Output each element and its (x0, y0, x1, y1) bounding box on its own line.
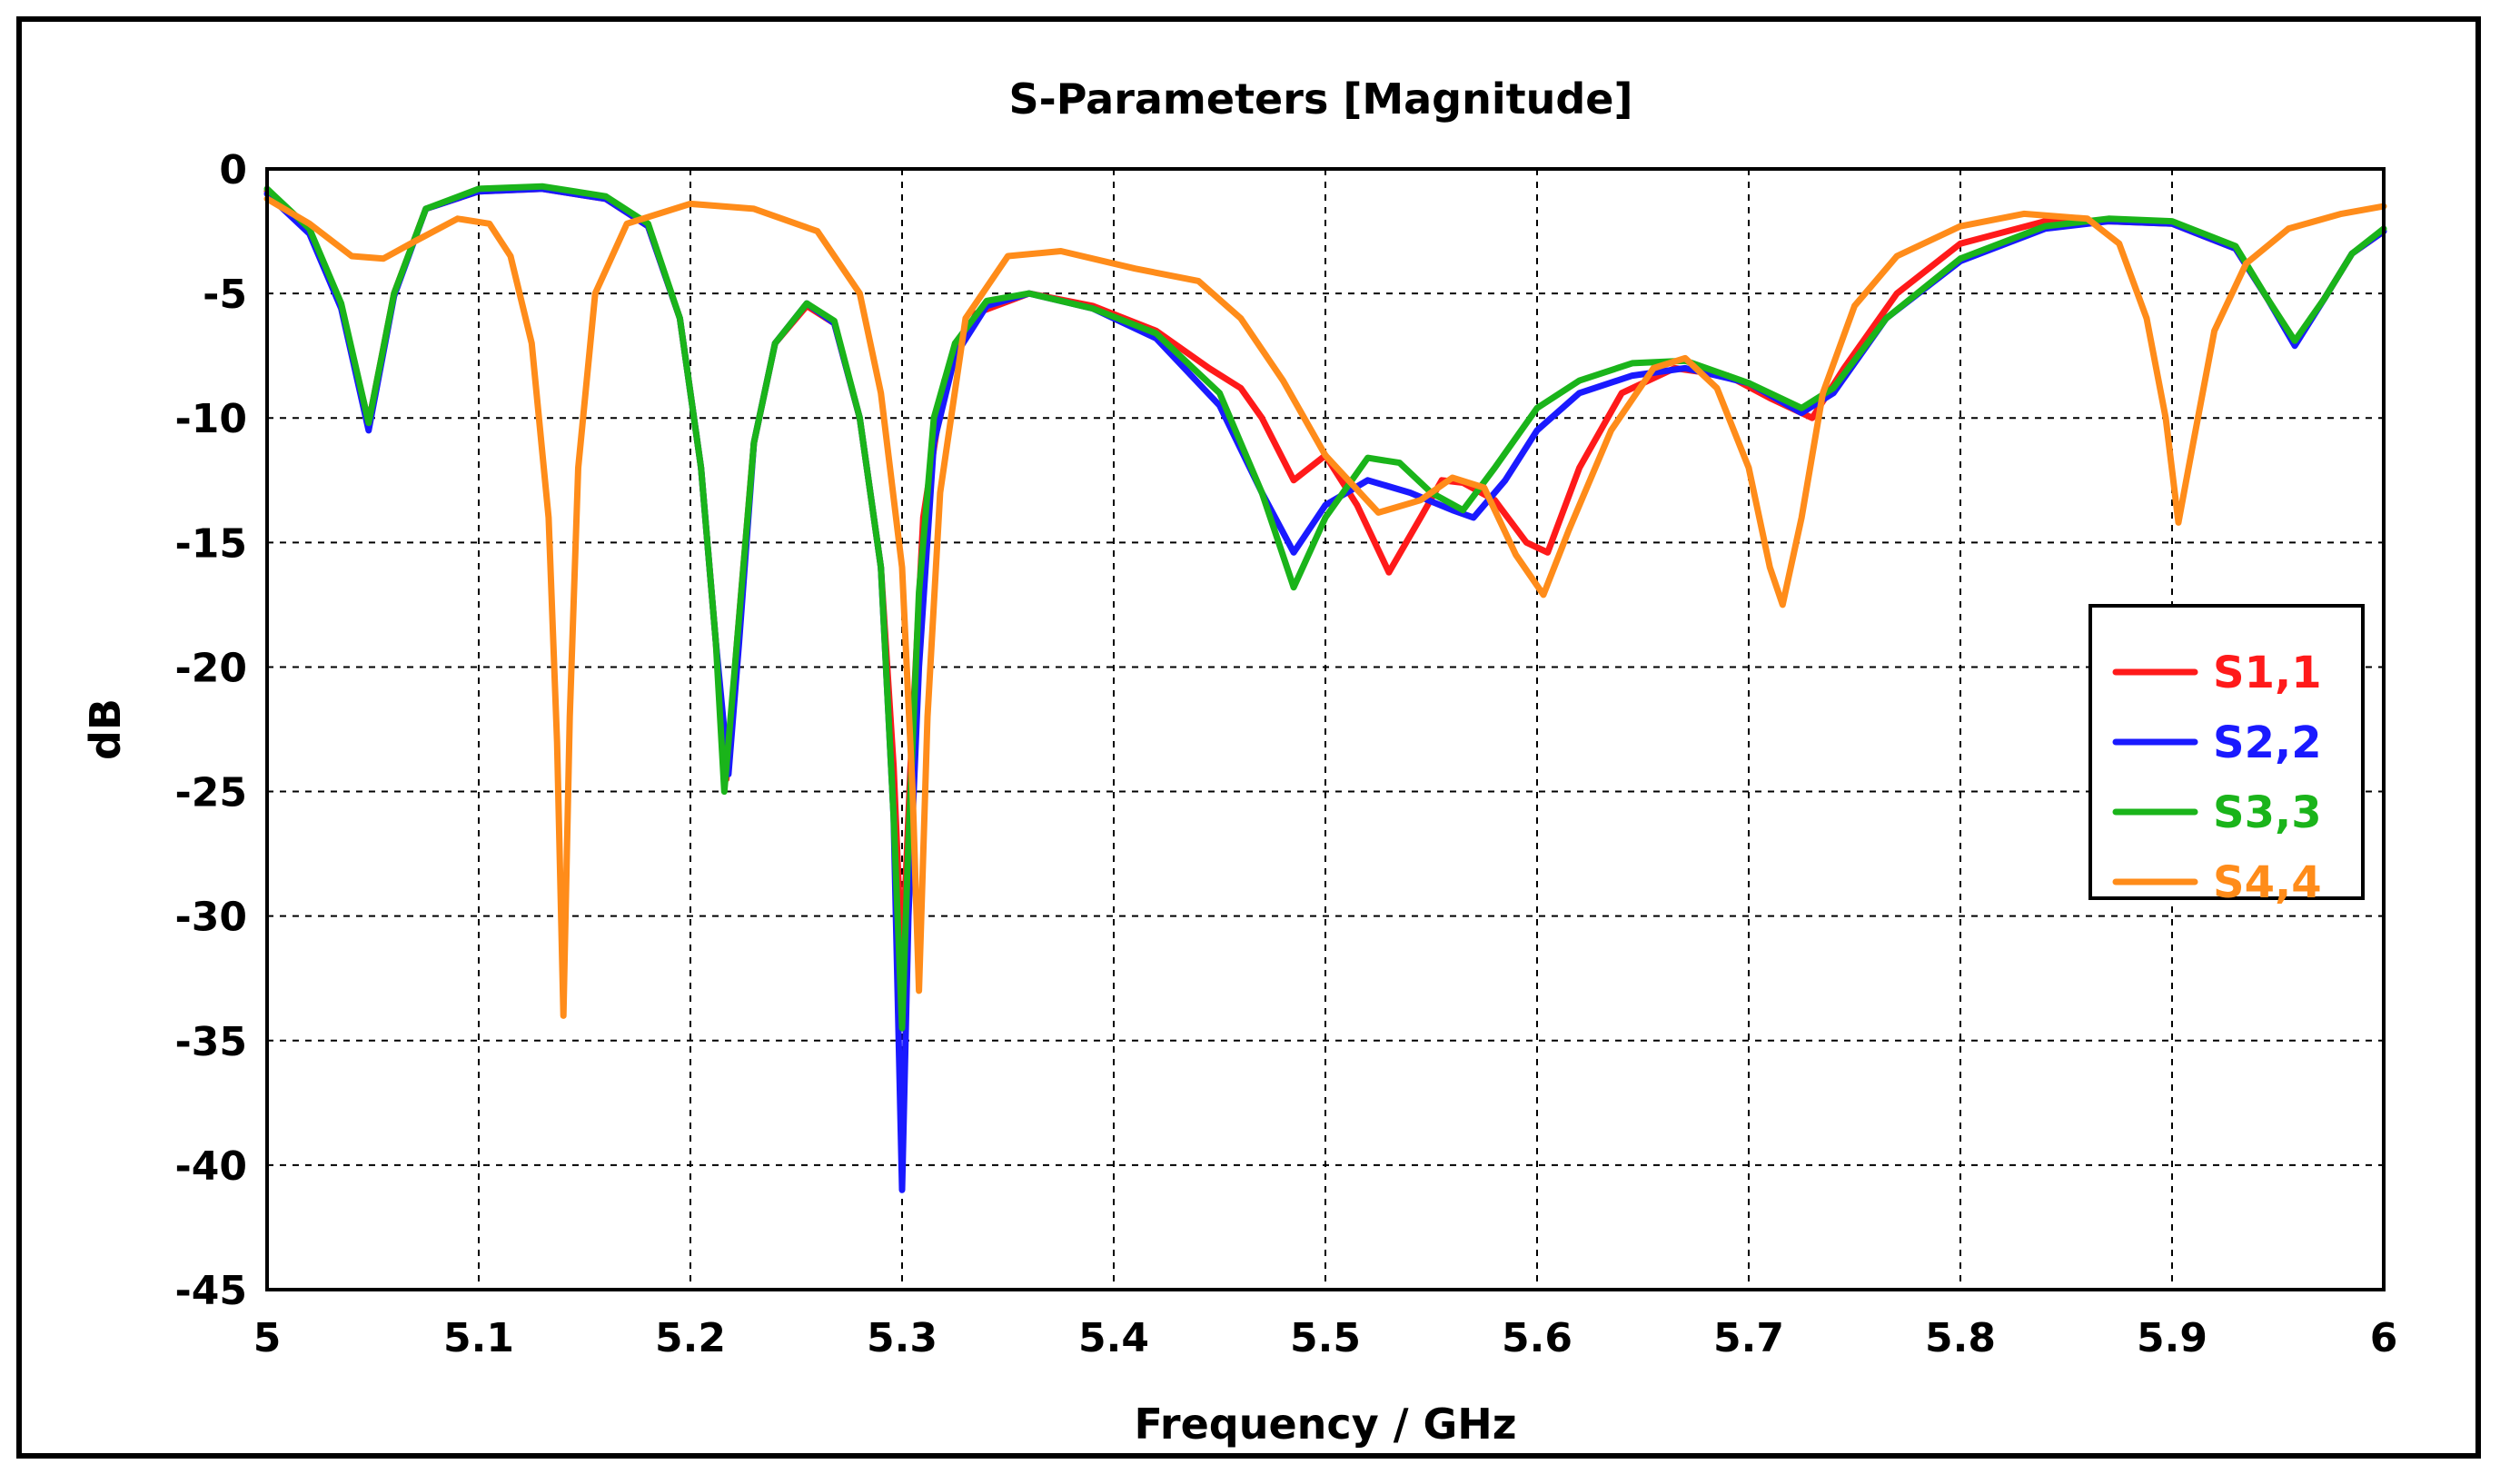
x-tick-label: 5.7 (1713, 1315, 1784, 1361)
y-tick-label: -5 (203, 272, 247, 318)
x-tick-label: 5.1 (443, 1315, 514, 1361)
y-tick-label: -30 (175, 895, 248, 941)
x-tick-label: 5.5 (1290, 1315, 1361, 1361)
y-tick-label: -45 (175, 1268, 248, 1314)
grid (267, 169, 2384, 1290)
legend-label: S2,2 (2213, 717, 2322, 768)
x-axis-title: Frequency / GHz (1134, 1400, 1516, 1449)
y-axis-title: dB (81, 698, 130, 760)
y-tick-labels: 0 -5 -10 -15 -20 -25 -30 -35 -40 -45 (175, 147, 248, 1314)
legend-label: S4,4 (2213, 857, 2322, 908)
y-tick-label: -40 (175, 1143, 248, 1190)
y-tick-label: -20 (175, 645, 248, 691)
x-tick-label: 5.8 (1925, 1315, 1996, 1361)
x-tick-label: 5.9 (2137, 1315, 2207, 1361)
legend-box (2088, 604, 2365, 900)
plot-border (265, 167, 2386, 1291)
legend: S1,1 S2,2 S3,3 S4,4 (2088, 604, 2365, 908)
legend-label: S3,3 (2213, 787, 2322, 838)
chart-title: S-Parameters [Magnitude] (1008, 74, 1632, 124)
chart-frame: S-Parameters [Magnitude] 5 5.1 5.2 5.3 5.4 5.… (16, 16, 2481, 1459)
chart-canvas: S-Parameters [Magnitude] 5 5.1 5.2 5.3 5.4 5.… (81, 74, 2398, 1449)
x-tick-label: 5.4 (1078, 1315, 1149, 1361)
series-line-S3-3 (263, 183, 2387, 1032)
y-tick-label: -35 (175, 1019, 248, 1065)
x-tick-label: 5.2 (655, 1315, 726, 1361)
y-tick-label: -15 (175, 520, 248, 567)
x-tick-label: 5.6 (1502, 1315, 1572, 1361)
x-tick-label: 5.3 (867, 1315, 938, 1361)
x-tick-label: 5 (253, 1315, 282, 1361)
x-tick-labels: 5 5.1 5.2 5.3 5.4 5.5 5.6 5.7 5.8 5.9 6 (253, 1315, 2398, 1361)
y-tick-label: 0 (219, 147, 247, 193)
series-group (263, 183, 2387, 1193)
y-tick-label: -10 (175, 396, 248, 442)
legend-label: S1,1 (2213, 648, 2322, 698)
series-line-S4-4 (263, 195, 2387, 1019)
y-tick-label: -25 (175, 770, 248, 816)
x-tick-label: 6 (2370, 1315, 2398, 1361)
